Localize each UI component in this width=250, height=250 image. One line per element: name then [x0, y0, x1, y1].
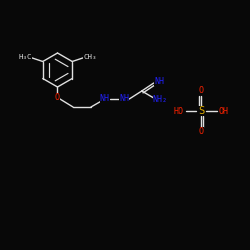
- Text: CH₃: CH₃: [84, 54, 97, 60]
- Text: NH₂: NH₂: [153, 95, 168, 104]
- Text: OH: OH: [219, 107, 229, 116]
- Text: S: S: [198, 106, 204, 116]
- Text: O: O: [199, 127, 204, 136]
- Text: NH: NH: [154, 77, 164, 86]
- Text: HO: HO: [173, 107, 183, 116]
- Text: NH: NH: [119, 94, 129, 104]
- Text: NH: NH: [100, 94, 110, 104]
- Text: O: O: [55, 93, 60, 102]
- Text: O: O: [199, 86, 204, 95]
- Text: H₃C: H₃C: [18, 54, 32, 60]
